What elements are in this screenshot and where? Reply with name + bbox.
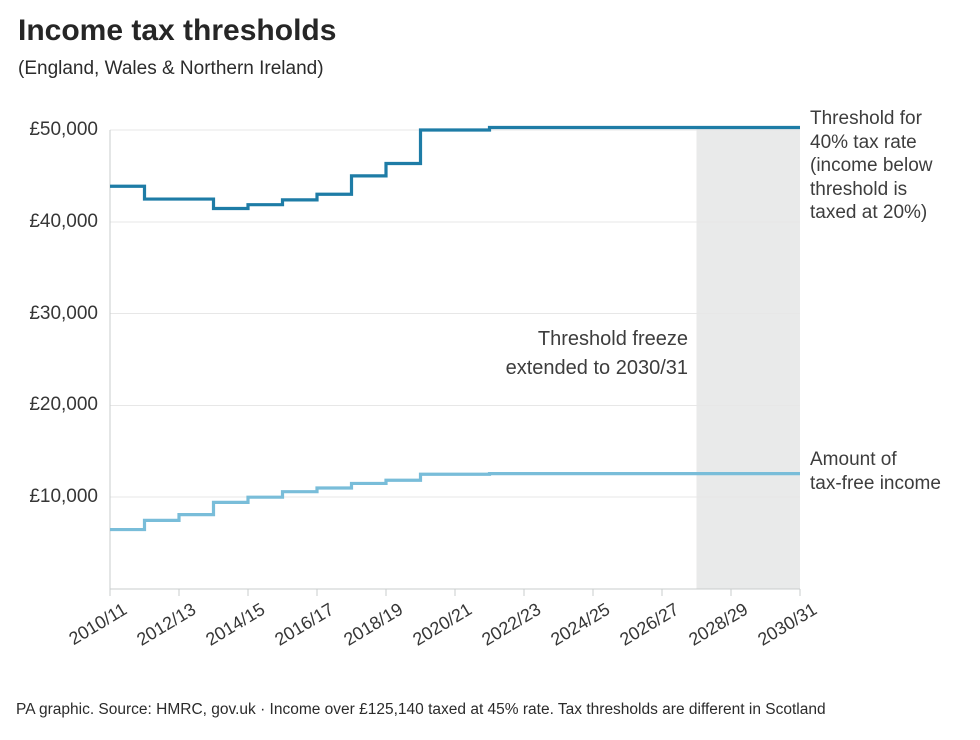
y-axis-label: £50,000 [29, 119, 98, 140]
y-axis-label: £30,000 [29, 302, 98, 324]
series-label-tax-free-income: Amount of tax-free income [810, 449, 941, 494]
higher-rate-threshold-line [110, 125, 800, 211]
freeze-highlight-band [696, 127, 800, 590]
series-label-40pct-threshold: Threshold for 40% tax rate (income below… [810, 108, 933, 223]
tax-free-income-line [110, 472, 800, 532]
y-axis-label: £20,000 [29, 394, 98, 416]
chart-subtitle: (England, Wales & Northern Ireland) [18, 58, 324, 79]
y-axis-label: £40,000 [29, 210, 98, 232]
freeze-annotation: Threshold freeze extended to 2030/31 [505, 328, 688, 379]
y-axis-label: £10,000 [29, 486, 98, 508]
source-note: PA graphic. Source: HMRC, gov.uk · Incom… [16, 701, 826, 718]
chart-title: Income tax thresholds [18, 14, 337, 47]
